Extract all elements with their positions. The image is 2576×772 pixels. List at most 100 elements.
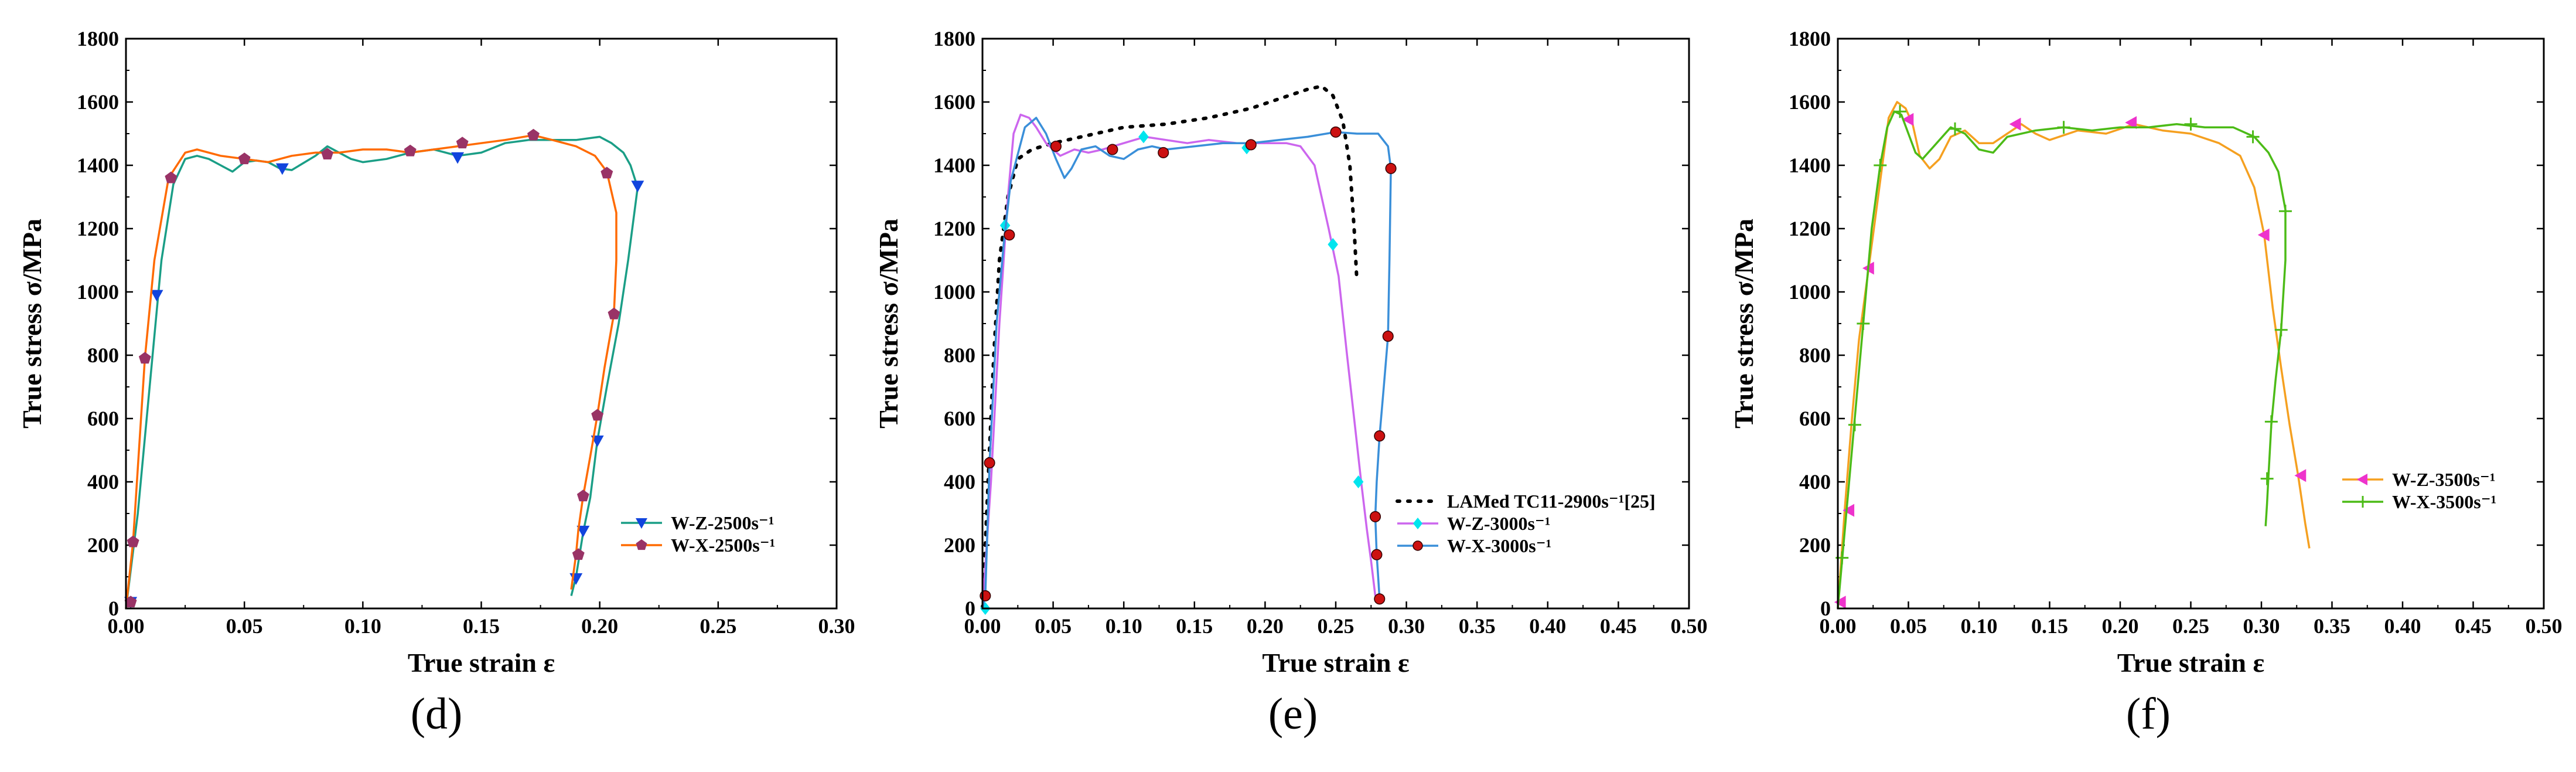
data-point bbox=[124, 596, 137, 608]
data-point bbox=[2184, 117, 2198, 131]
data-point bbox=[1843, 504, 1855, 517]
legend-label: W-Z-3500s⁻¹ bbox=[2392, 469, 2495, 490]
y-tick-label: 200 bbox=[1799, 533, 1831, 557]
panel-label-e: (e) bbox=[1268, 689, 1318, 739]
x-tick-label: 0.15 bbox=[463, 614, 500, 638]
series-1 bbox=[981, 84, 1359, 610]
y-tick-label: 400 bbox=[1799, 470, 1831, 494]
y-tick-label: 1200 bbox=[77, 217, 119, 240]
y-tick-label: 1600 bbox=[77, 90, 119, 114]
y-tick-label: 200 bbox=[944, 533, 975, 557]
data-point bbox=[1330, 126, 1342, 138]
y-tick-label: 1600 bbox=[933, 90, 975, 114]
x-tick-label: 0.00 bbox=[1820, 614, 1857, 638]
x-tick-label: 0.25 bbox=[1318, 614, 1354, 638]
panel-label-d: (d) bbox=[410, 689, 463, 739]
y-axis-title: True stress σ/MPa bbox=[17, 219, 47, 428]
data-point bbox=[2294, 469, 2307, 482]
x-tick-label: 0.50 bbox=[2526, 614, 2563, 638]
data-point bbox=[2257, 228, 2270, 242]
data-point bbox=[1050, 141, 1062, 152]
x-tick-label: 0.40 bbox=[2384, 614, 2421, 638]
legend-marker bbox=[1413, 518, 1422, 529]
data-point bbox=[2274, 323, 2288, 336]
data-point bbox=[456, 137, 469, 149]
y-tick-label: 600 bbox=[87, 407, 119, 430]
data-point bbox=[601, 166, 613, 179]
chart-panel-f: 0.00 0.05 0.10 0.15 0.20 0.25 0.30 0.35 0.40 0.45… bbox=[1729, 27, 2563, 678]
series-line bbox=[1837, 110, 2287, 609]
data-point bbox=[1857, 317, 1870, 330]
legend-marker bbox=[2357, 496, 2369, 508]
x-tick-label: 0.20 bbox=[2102, 614, 2139, 638]
x-tick-label: 0.25 bbox=[700, 614, 736, 638]
x-tick-label: 0.00 bbox=[108, 614, 145, 638]
data-point bbox=[2260, 472, 2274, 485]
legend-marker bbox=[636, 518, 647, 529]
y-axis-title: True stress σ/MPa bbox=[874, 219, 903, 428]
y-tick-label: 200 bbox=[87, 533, 119, 557]
x-tick-label: 0.05 bbox=[226, 614, 263, 638]
data-point bbox=[1107, 144, 1118, 155]
y-tick-label: 400 bbox=[944, 470, 975, 494]
data-point bbox=[127, 535, 139, 547]
data-point bbox=[1949, 122, 1962, 135]
data-point bbox=[1374, 593, 1386, 605]
legend-label: W-Z-3000s⁻¹ bbox=[1447, 513, 1550, 534]
series-line bbox=[125, 135, 639, 609]
data-point bbox=[591, 409, 604, 421]
data-point bbox=[2246, 130, 2260, 144]
legend-marker bbox=[636, 539, 647, 550]
data-point bbox=[631, 181, 644, 193]
data-point bbox=[1848, 418, 1861, 431]
data-point bbox=[2264, 415, 2278, 428]
y-tick-label: 0 bbox=[108, 597, 119, 620]
x-tick-label: 0.50 bbox=[1671, 614, 1708, 638]
y-axis-title: True stress σ/MPa bbox=[1729, 219, 1759, 428]
panel-label-f: (f) bbox=[2126, 689, 2171, 739]
x-tick-label: 0.45 bbox=[1600, 614, 1637, 638]
data-point bbox=[1382, 331, 1394, 342]
y-tick-label: 1000 bbox=[1789, 280, 1831, 304]
series-line bbox=[1837, 101, 2311, 609]
y-tick-label: 400 bbox=[87, 470, 119, 494]
data-point bbox=[1834, 596, 1846, 609]
x-tick-label: 0.45 bbox=[2455, 614, 2492, 638]
chart-panel-e: 0.00 0.05 0.10 0.15 0.20 0.25 0.30 0.35 0.40 0.45… bbox=[874, 27, 1708, 678]
data-point bbox=[404, 144, 417, 157]
series-line bbox=[981, 117, 1392, 609]
y-tick-label: 1800 bbox=[933, 27, 975, 50]
data-point bbox=[275, 163, 289, 175]
data-point bbox=[1371, 549, 1383, 560]
data-point bbox=[608, 307, 620, 319]
plot-frame bbox=[981, 38, 1690, 610]
data-point bbox=[576, 525, 590, 538]
x-tick-label: 0.35 bbox=[1459, 614, 1496, 638]
x-tick-label: 0.40 bbox=[1529, 614, 1566, 638]
data-point bbox=[1328, 238, 1338, 251]
x-tick-label: 0.10 bbox=[1106, 614, 1142, 638]
legend-label: W-X-3500s⁻¹ bbox=[2392, 491, 2496, 512]
x-tick-label: 0.10 bbox=[344, 614, 381, 638]
data-point bbox=[138, 352, 151, 364]
data-point bbox=[2278, 205, 2292, 218]
x-tick-label: 0.00 bbox=[964, 614, 1001, 638]
x-tick-label: 0.15 bbox=[1176, 614, 1213, 638]
y-tick-label: 1800 bbox=[77, 27, 119, 50]
x-tick-label: 0.30 bbox=[2243, 614, 2280, 638]
data-point bbox=[1893, 105, 1907, 118]
data-point bbox=[321, 148, 334, 159]
y-tick-label: 0 bbox=[1820, 597, 1831, 620]
y-tick-label: 1800 bbox=[1789, 27, 1831, 50]
legend-label: W-X-3000s⁻¹ bbox=[1447, 535, 1551, 556]
legend-marker bbox=[2357, 474, 2367, 485]
legend-marker bbox=[1412, 540, 1423, 551]
data-point bbox=[1004, 229, 1015, 241]
y-tick-label: 0 bbox=[965, 597, 975, 620]
data-point bbox=[1902, 113, 1914, 126]
x-tick-label: 0.30 bbox=[1388, 614, 1425, 638]
data-point bbox=[576, 489, 589, 502]
x-axis-title: True strain ε bbox=[408, 648, 555, 678]
series-1 bbox=[1834, 101, 2311, 609]
x-tick-label: 0.05 bbox=[1035, 614, 1072, 638]
